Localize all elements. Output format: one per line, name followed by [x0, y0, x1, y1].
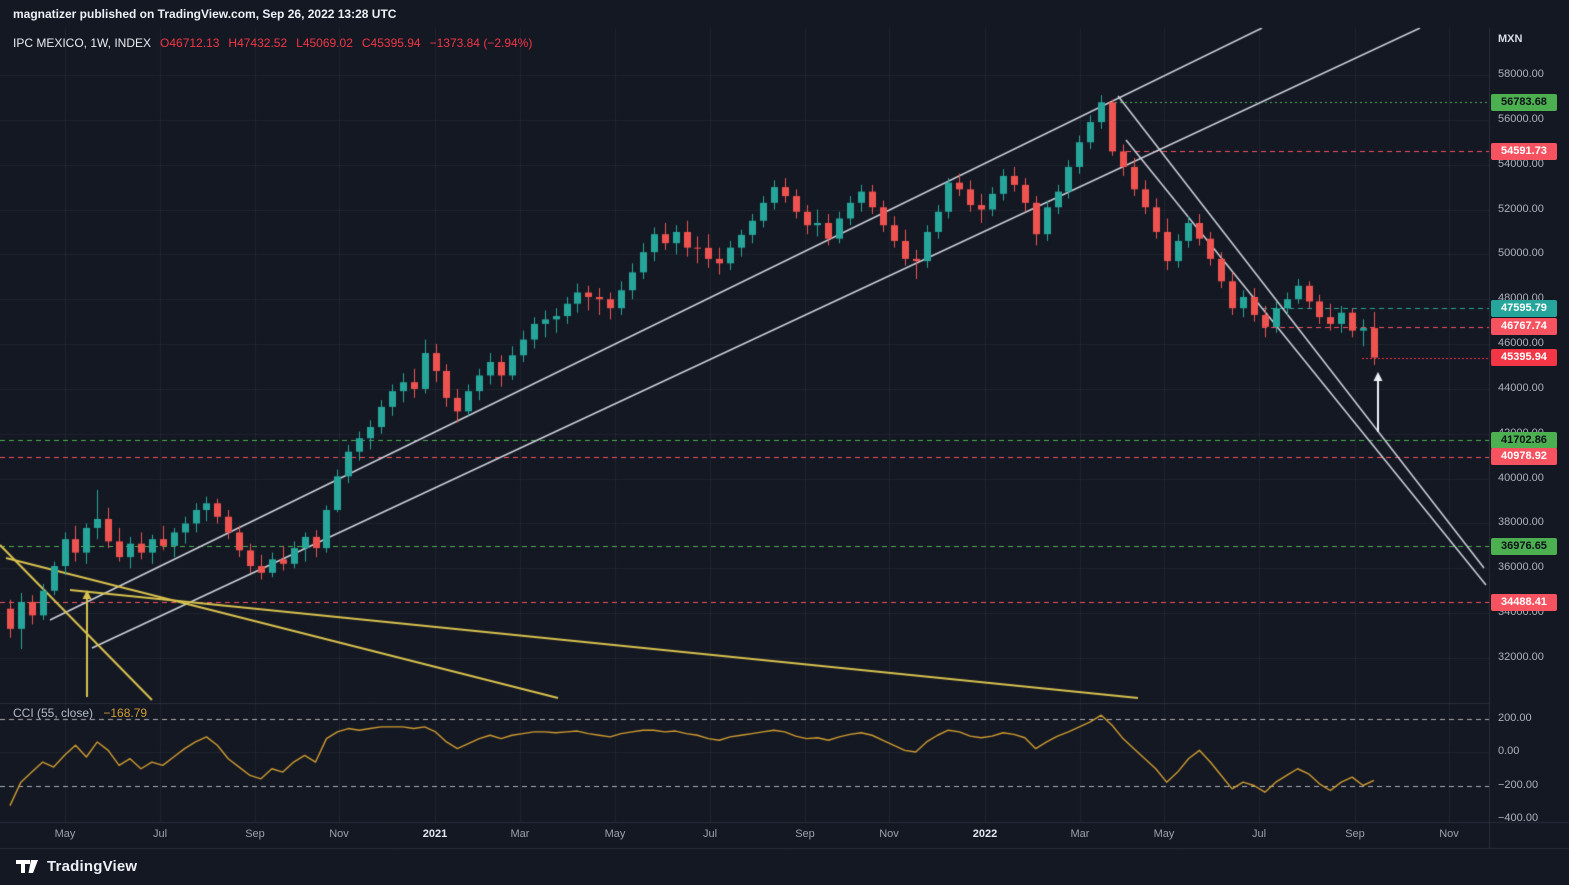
- ohlc-values: O46712.13 H47432.52 L45069.02 C45395.94 −137…: [160, 36, 532, 50]
- time-tick-label: Nov: [1439, 828, 1459, 840]
- time-tick-label: Mar: [510, 828, 530, 840]
- time-tick-label: Jul: [702, 828, 718, 840]
- footer-bar: TradingView: [0, 848, 1569, 885]
- price-tick-label: 44000.00: [1498, 381, 1544, 394]
- time-tick-label: Sep: [795, 828, 815, 840]
- price-tick-label: 32000.00: [1498, 651, 1544, 663]
- price-tick-label: 54000.00: [1498, 157, 1544, 170]
- price-level-badge: 40978.92: [1491, 448, 1557, 466]
- price-level-badge: 41702.86: [1491, 431, 1557, 449]
- price-tick-label: 56000.00: [1498, 112, 1544, 125]
- price-tick-label: 38000.00: [1498, 516, 1544, 529]
- price-tick-label: 46000.00: [1498, 337, 1544, 350]
- price-level-badge: 47595.79: [1491, 299, 1557, 317]
- price-level-badge: 56783.68: [1491, 93, 1557, 111]
- time-tick-label: May: [1153, 828, 1175, 840]
- price-level-badge: 46767.74: [1491, 318, 1557, 336]
- published-info: magnatizer published on TradingView.com,…: [13, 7, 397, 21]
- price-tick-label: 50000.00: [1498, 247, 1544, 260]
- time-tick-label: Jul: [152, 828, 168, 840]
- time-tick-label: 2021: [422, 828, 448, 840]
- cci-tick-label: −200.00: [1498, 778, 1539, 791]
- cci-tick-label: −400.00: [1498, 812, 1539, 824]
- time-tick-label: Nov: [329, 828, 349, 840]
- ohlc-value: H47432.52: [228, 36, 288, 50]
- ohlc-value: C45395.94: [361, 36, 421, 50]
- price-tick-label: 52000.00: [1498, 202, 1544, 215]
- time-tick-label: Sep: [245, 828, 265, 840]
- price-axis[interactable]: MXN 58000.00 56000.00 54000.00 52000.00 5000…: [1489, 0, 1569, 885]
- price-tick-label: 40000.00: [1498, 471, 1544, 484]
- price-level-badge: 36976.65: [1491, 537, 1557, 555]
- cci-value: −168.79: [103, 706, 148, 720]
- price-level-badge: 54591.73: [1491, 142, 1557, 160]
- currency-label: MXN: [1498, 33, 1523, 45]
- price-tick-label: 36000.00: [1498, 561, 1544, 574]
- time-tick-label: 2022: [972, 828, 998, 840]
- price-tick-label: 58000.00: [1498, 68, 1544, 80]
- time-tick-label: Sep: [1345, 828, 1365, 840]
- time-tick-label: Mar: [1070, 828, 1090, 840]
- brand-name[interactable]: TradingView: [47, 858, 138, 875]
- cci-tick-label: 0.00: [1498, 745, 1520, 757]
- time-tick-label: Nov: [879, 828, 899, 840]
- ohlc-value: L45069.02: [296, 36, 353, 50]
- symbol-title[interactable]: IPC MEXICO, 1W, INDEX: [13, 36, 152, 50]
- price-level-badge: 34488.41: [1491, 593, 1557, 611]
- ohlc-value: O46712.13: [160, 36, 220, 50]
- cci-title[interactable]: CCI (55, close): [13, 706, 94, 720]
- symbol-legend: IPC MEXICO, 1W, INDEX O46712.13 H47432.52…: [13, 36, 532, 50]
- price-level-badge: 45395.94: [1491, 349, 1557, 367]
- time-tick-label: May: [604, 828, 626, 840]
- cci-legend: CCI (55, close) −168.79: [13, 706, 147, 720]
- time-axis[interactable]: May Jul Sep Nov 2021 Mar May Jul Sep Nov 2022 Mar Ma…: [0, 822, 1489, 848]
- time-tick-label: May: [54, 828, 76, 840]
- tradingview-logo-icon[interactable]: [16, 859, 39, 874]
- ohlc-value: −1373.84 (−2.94%): [429, 36, 533, 50]
- header-bar: magnatizer published on TradingView.com,…: [0, 0, 1569, 28]
- time-tick-label: Jul: [1251, 828, 1267, 840]
- cci-tick-label: 200.00: [1498, 711, 1532, 724]
